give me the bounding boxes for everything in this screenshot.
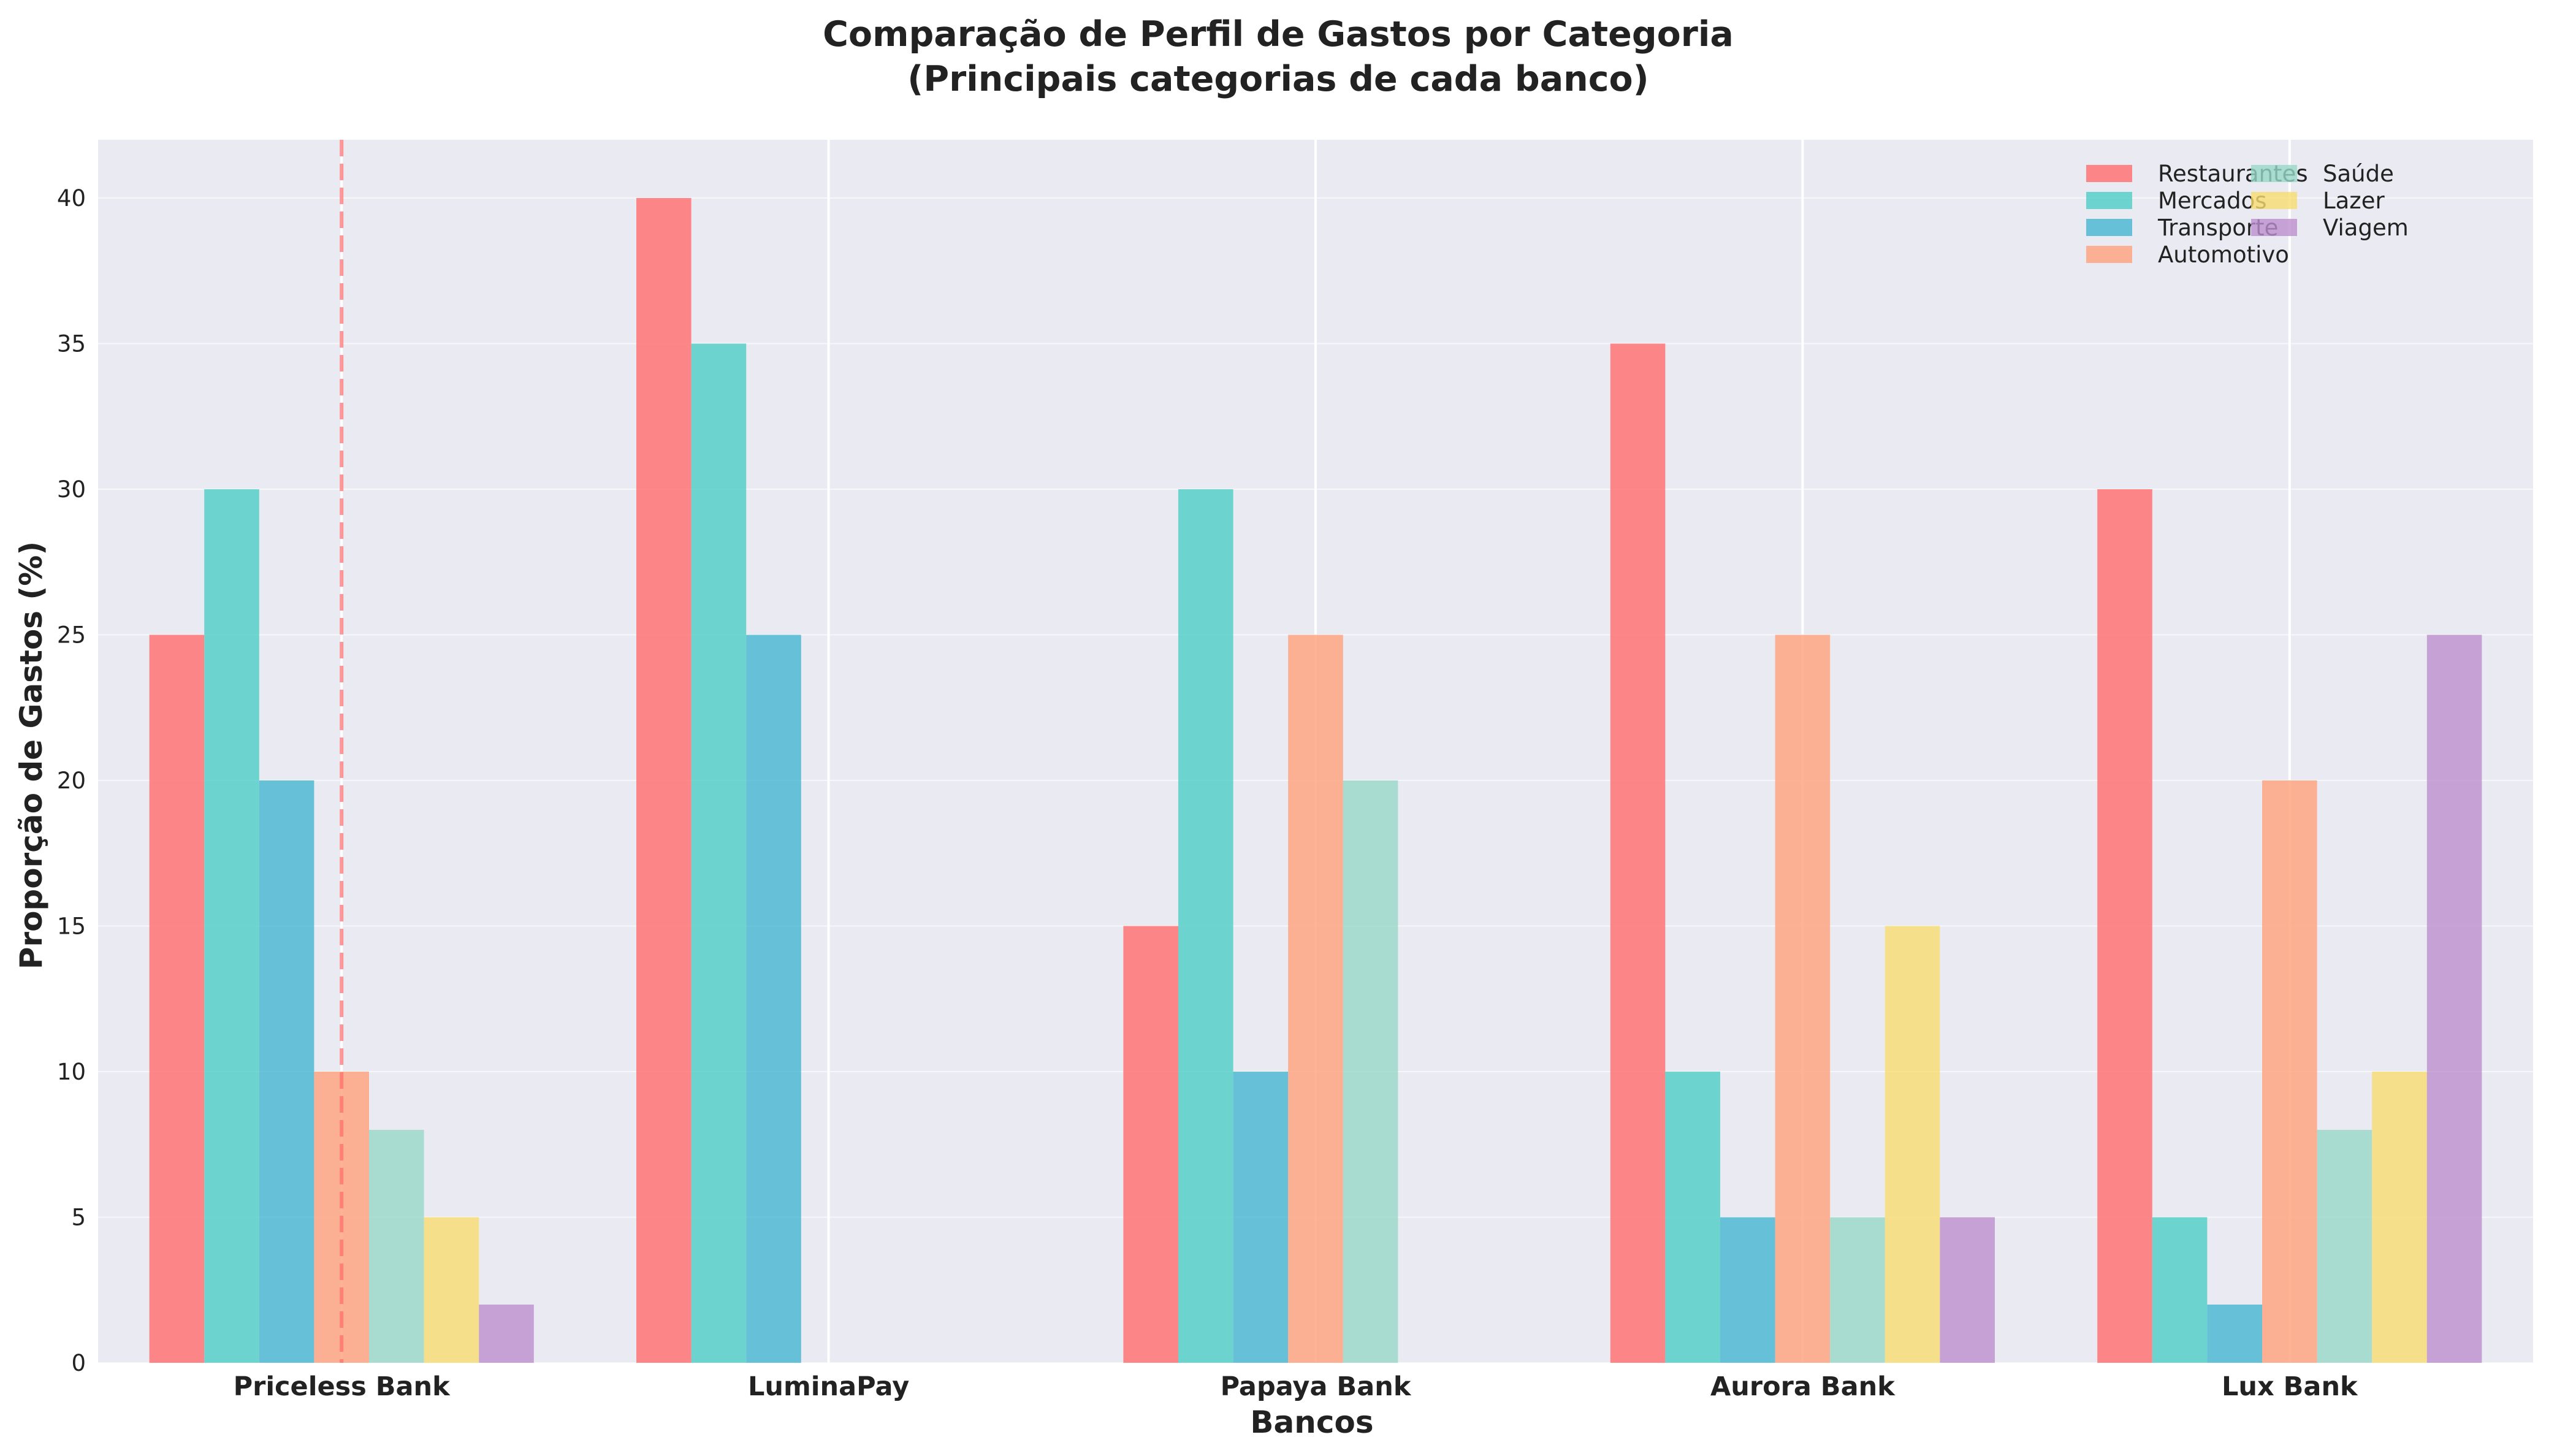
legend-swatch: [2086, 246, 2132, 263]
legend-label: Automotivo: [2158, 242, 2289, 268]
bar-lazer-4: [1884, 926, 1940, 1363]
y-axis-label: Proporção de Gastos (%): [13, 541, 49, 969]
bar-restaurantes-1: [149, 635, 205, 1363]
legend-swatch: [2251, 192, 2297, 209]
chart-title-line2: (Principais categorias de cada banco): [907, 59, 1648, 99]
x-tick-label: Lux Bank: [2222, 1371, 2358, 1402]
bar-viagem-1: [479, 1305, 534, 1363]
x-tick-label: Papaya Bank: [1221, 1371, 1412, 1402]
bar-mercados-4: [1665, 1072, 1720, 1363]
y-axis-ticks: 0 5 10 15 20 25 30 35 40: [57, 185, 86, 1376]
bar-mercados-5: [2152, 1217, 2208, 1363]
bar-saúde-3: [1343, 780, 1398, 1363]
x-tick-label: LuminaPay: [748, 1371, 909, 1402]
y-tick-label: 30: [57, 476, 86, 503]
bars: [149, 198, 2482, 1363]
bar-saúde-5: [2317, 1130, 2372, 1363]
y-tick-label: 0: [71, 1350, 86, 1376]
legend-label: Saúde: [2323, 161, 2394, 187]
bar-mercados-2: [691, 343, 747, 1363]
bar-transporte-2: [746, 635, 801, 1363]
legend-label: Viagem: [2323, 215, 2409, 241]
x-axis-ticks: Priceless Bank LuminaPay Papaya Bank Aurora…: [234, 1371, 2358, 1402]
legend-swatch: [2251, 219, 2297, 236]
bar-mercados-1: [204, 489, 259, 1363]
bar-lazer-5: [2372, 1072, 2427, 1363]
x-axis-label: Bancos: [1250, 1405, 1373, 1440]
bar-automotivo-4: [1775, 635, 1831, 1363]
bar-transporte-1: [259, 780, 314, 1363]
y-tick-label: 5: [71, 1205, 86, 1231]
legend-swatch: [2086, 219, 2132, 236]
bar-automotivo-3: [1288, 635, 1343, 1363]
legend-swatch: [2251, 165, 2297, 182]
bar-restaurantes-2: [636, 198, 692, 1363]
chart-title-line1: Comparação de Perfil de Gastos por Categ…: [823, 14, 1734, 55]
y-tick-label: 25: [57, 622, 86, 649]
legend: RestaurantesMercadosTransporteAutomotivo…: [2086, 161, 2409, 268]
y-tick-label: 15: [57, 913, 86, 940]
bar-transporte-3: [1233, 1072, 1289, 1363]
x-tick-label: Priceless Bank: [234, 1371, 451, 1402]
bar-saúde-4: [1830, 1217, 1885, 1363]
bar-automotivo-5: [2262, 780, 2317, 1363]
bar-restaurantes-4: [1610, 343, 1666, 1363]
bar-restaurantes-3: [1123, 926, 1178, 1363]
x-tick-label: Aurora Bank: [1710, 1371, 1896, 1402]
bar-transporte-5: [2207, 1305, 2262, 1363]
y-tick-label: 40: [57, 185, 86, 212]
bar-lazer-1: [424, 1217, 479, 1363]
legend-label: Mercados: [2158, 188, 2267, 214]
legend-swatch: [2086, 192, 2132, 209]
bar-restaurantes-5: [2097, 489, 2152, 1363]
bar-transporte-4: [1720, 1217, 1775, 1363]
bar-saúde-1: [369, 1130, 424, 1363]
bar-viagem-4: [1940, 1217, 1995, 1363]
bar-mercados-3: [1178, 489, 1233, 1363]
y-tick-label: 10: [57, 1059, 86, 1085]
bar-viagem-5: [2426, 635, 2482, 1363]
legend-swatch: [2086, 165, 2132, 182]
legend-label: Lazer: [2323, 188, 2385, 214]
y-tick-label: 20: [57, 768, 86, 794]
y-tick-label: 35: [57, 331, 86, 357]
